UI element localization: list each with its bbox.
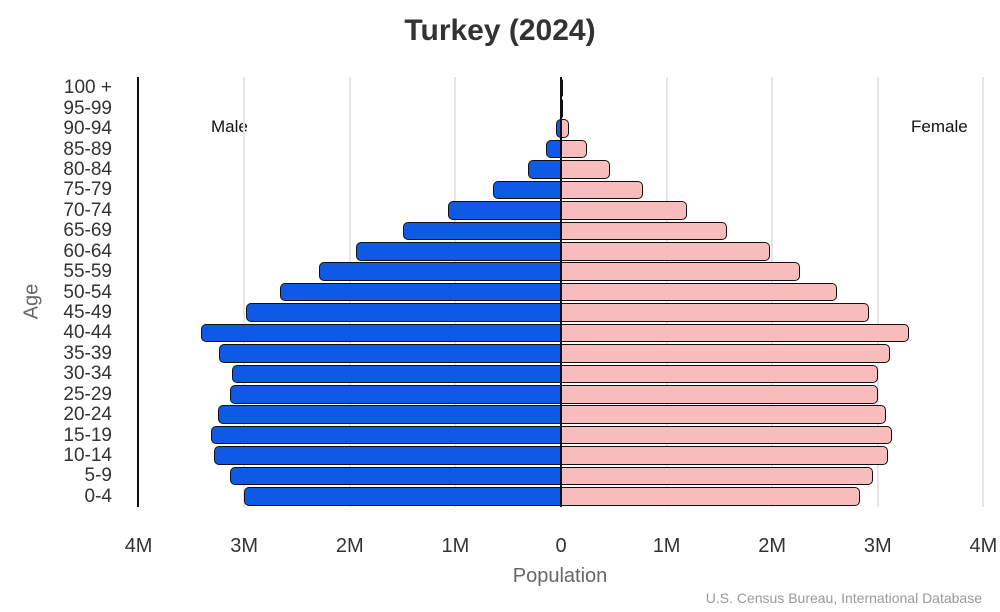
- x-tick-label: 4M: [969, 535, 998, 557]
- age-group-label: 95-99: [63, 97, 112, 119]
- age-group-label: 50-54: [63, 281, 112, 303]
- male-bar[interactable]: [528, 160, 561, 179]
- female-bar[interactable]: [561, 262, 800, 281]
- female-bar[interactable]: [561, 487, 860, 506]
- chart-title: Turkey (2024): [404, 14, 596, 47]
- female-bar[interactable]: [561, 303, 870, 322]
- gridline: [876, 77, 879, 507]
- age-group-label: 15-19: [63, 424, 112, 446]
- male-bar[interactable]: [230, 385, 561, 404]
- male-bar[interactable]: [231, 364, 561, 384]
- male-bar[interactable]: [213, 446, 561, 465]
- age-group-label: 40-44: [63, 322, 112, 344]
- age-group-label: 85-89: [63, 138, 112, 160]
- female-bar[interactable]: [561, 201, 687, 220]
- male-bar[interactable]: [555, 119, 561, 138]
- age-group-label: 35-39: [63, 342, 112, 364]
- x-tick-label: 3M: [230, 535, 259, 557]
- male-bar[interactable]: [319, 262, 561, 281]
- male-label: Male: [211, 117, 248, 136]
- female-bar[interactable]: [561, 221, 727, 241]
- y-axis-line: [137, 77, 139, 507]
- male-bar[interactable]: [218, 344, 561, 363]
- gridline: [243, 77, 246, 507]
- age-group-label: 10-14: [63, 444, 112, 466]
- age-group-label: 90-94: [63, 118, 112, 140]
- female-bar[interactable]: [561, 119, 570, 138]
- female-bar[interactable]: [561, 139, 588, 159]
- female-bar[interactable]: [561, 446, 889, 465]
- age-group-label: 100 +: [63, 77, 112, 99]
- female-bar[interactable]: [561, 425, 892, 445]
- female-bar[interactable]: [561, 180, 644, 200]
- age-group-label: 30-34: [63, 363, 112, 385]
- x-tick-label: 2M: [335, 535, 364, 557]
- female-bar[interactable]: [561, 364, 878, 384]
- female-bar[interactable]: [561, 282, 837, 302]
- female-bar[interactable]: [561, 323, 910, 343]
- x-tick-label: 1M: [652, 535, 681, 557]
- age-group-label: 0-4: [84, 485, 112, 507]
- male-bar[interactable]: [246, 303, 561, 322]
- source-credit: U.S. Census Bureau, International Databa…: [705, 590, 982, 606]
- female-bar[interactable]: [561, 160, 610, 179]
- age-group-label: 45-49: [63, 301, 112, 323]
- male-bar[interactable]: [448, 201, 561, 220]
- female-bar[interactable]: [561, 466, 873, 486]
- male-bar[interactable]: [244, 487, 561, 506]
- male-bar[interactable]: [211, 425, 561, 445]
- male-bar[interactable]: [356, 242, 561, 261]
- male-bar[interactable]: [217, 405, 561, 424]
- male-bar[interactable]: [402, 221, 561, 241]
- male-bar[interactable]: [230, 466, 561, 486]
- age-group-label: 65-69: [63, 220, 112, 242]
- x-tick-label: 0: [555, 535, 567, 557]
- age-group-label: 20-24: [63, 404, 112, 426]
- female-bar[interactable]: [561, 405, 887, 424]
- female-bar[interactable]: [561, 385, 878, 404]
- x-tick-label: 2M: [758, 535, 787, 557]
- age-group-label: 55-59: [63, 261, 112, 283]
- female-label: Female: [911, 117, 968, 136]
- male-bar[interactable]: [546, 139, 561, 159]
- gridline: [982, 77, 985, 507]
- female-bar[interactable]: [561, 344, 891, 363]
- age-group-label: 60-64: [63, 240, 112, 262]
- age-group-label: 75-79: [63, 179, 112, 201]
- age-group-label: 80-84: [63, 158, 112, 180]
- x-tick-label: 4M: [124, 535, 153, 557]
- x-tick-label: 1M: [441, 535, 470, 557]
- male-bar[interactable]: [493, 180, 561, 200]
- female-bar[interactable]: [561, 242, 771, 261]
- male-bar[interactable]: [280, 282, 561, 302]
- x-tick-label: 3M: [863, 535, 892, 557]
- x-axis-title: Population: [512, 565, 608, 587]
- zero-line: [560, 77, 562, 507]
- age-group-label: 70-74: [63, 199, 112, 221]
- age-group-label: 25-29: [63, 383, 112, 405]
- age-group-label: 5-9: [84, 465, 112, 487]
- male-bar[interactable]: [200, 323, 561, 343]
